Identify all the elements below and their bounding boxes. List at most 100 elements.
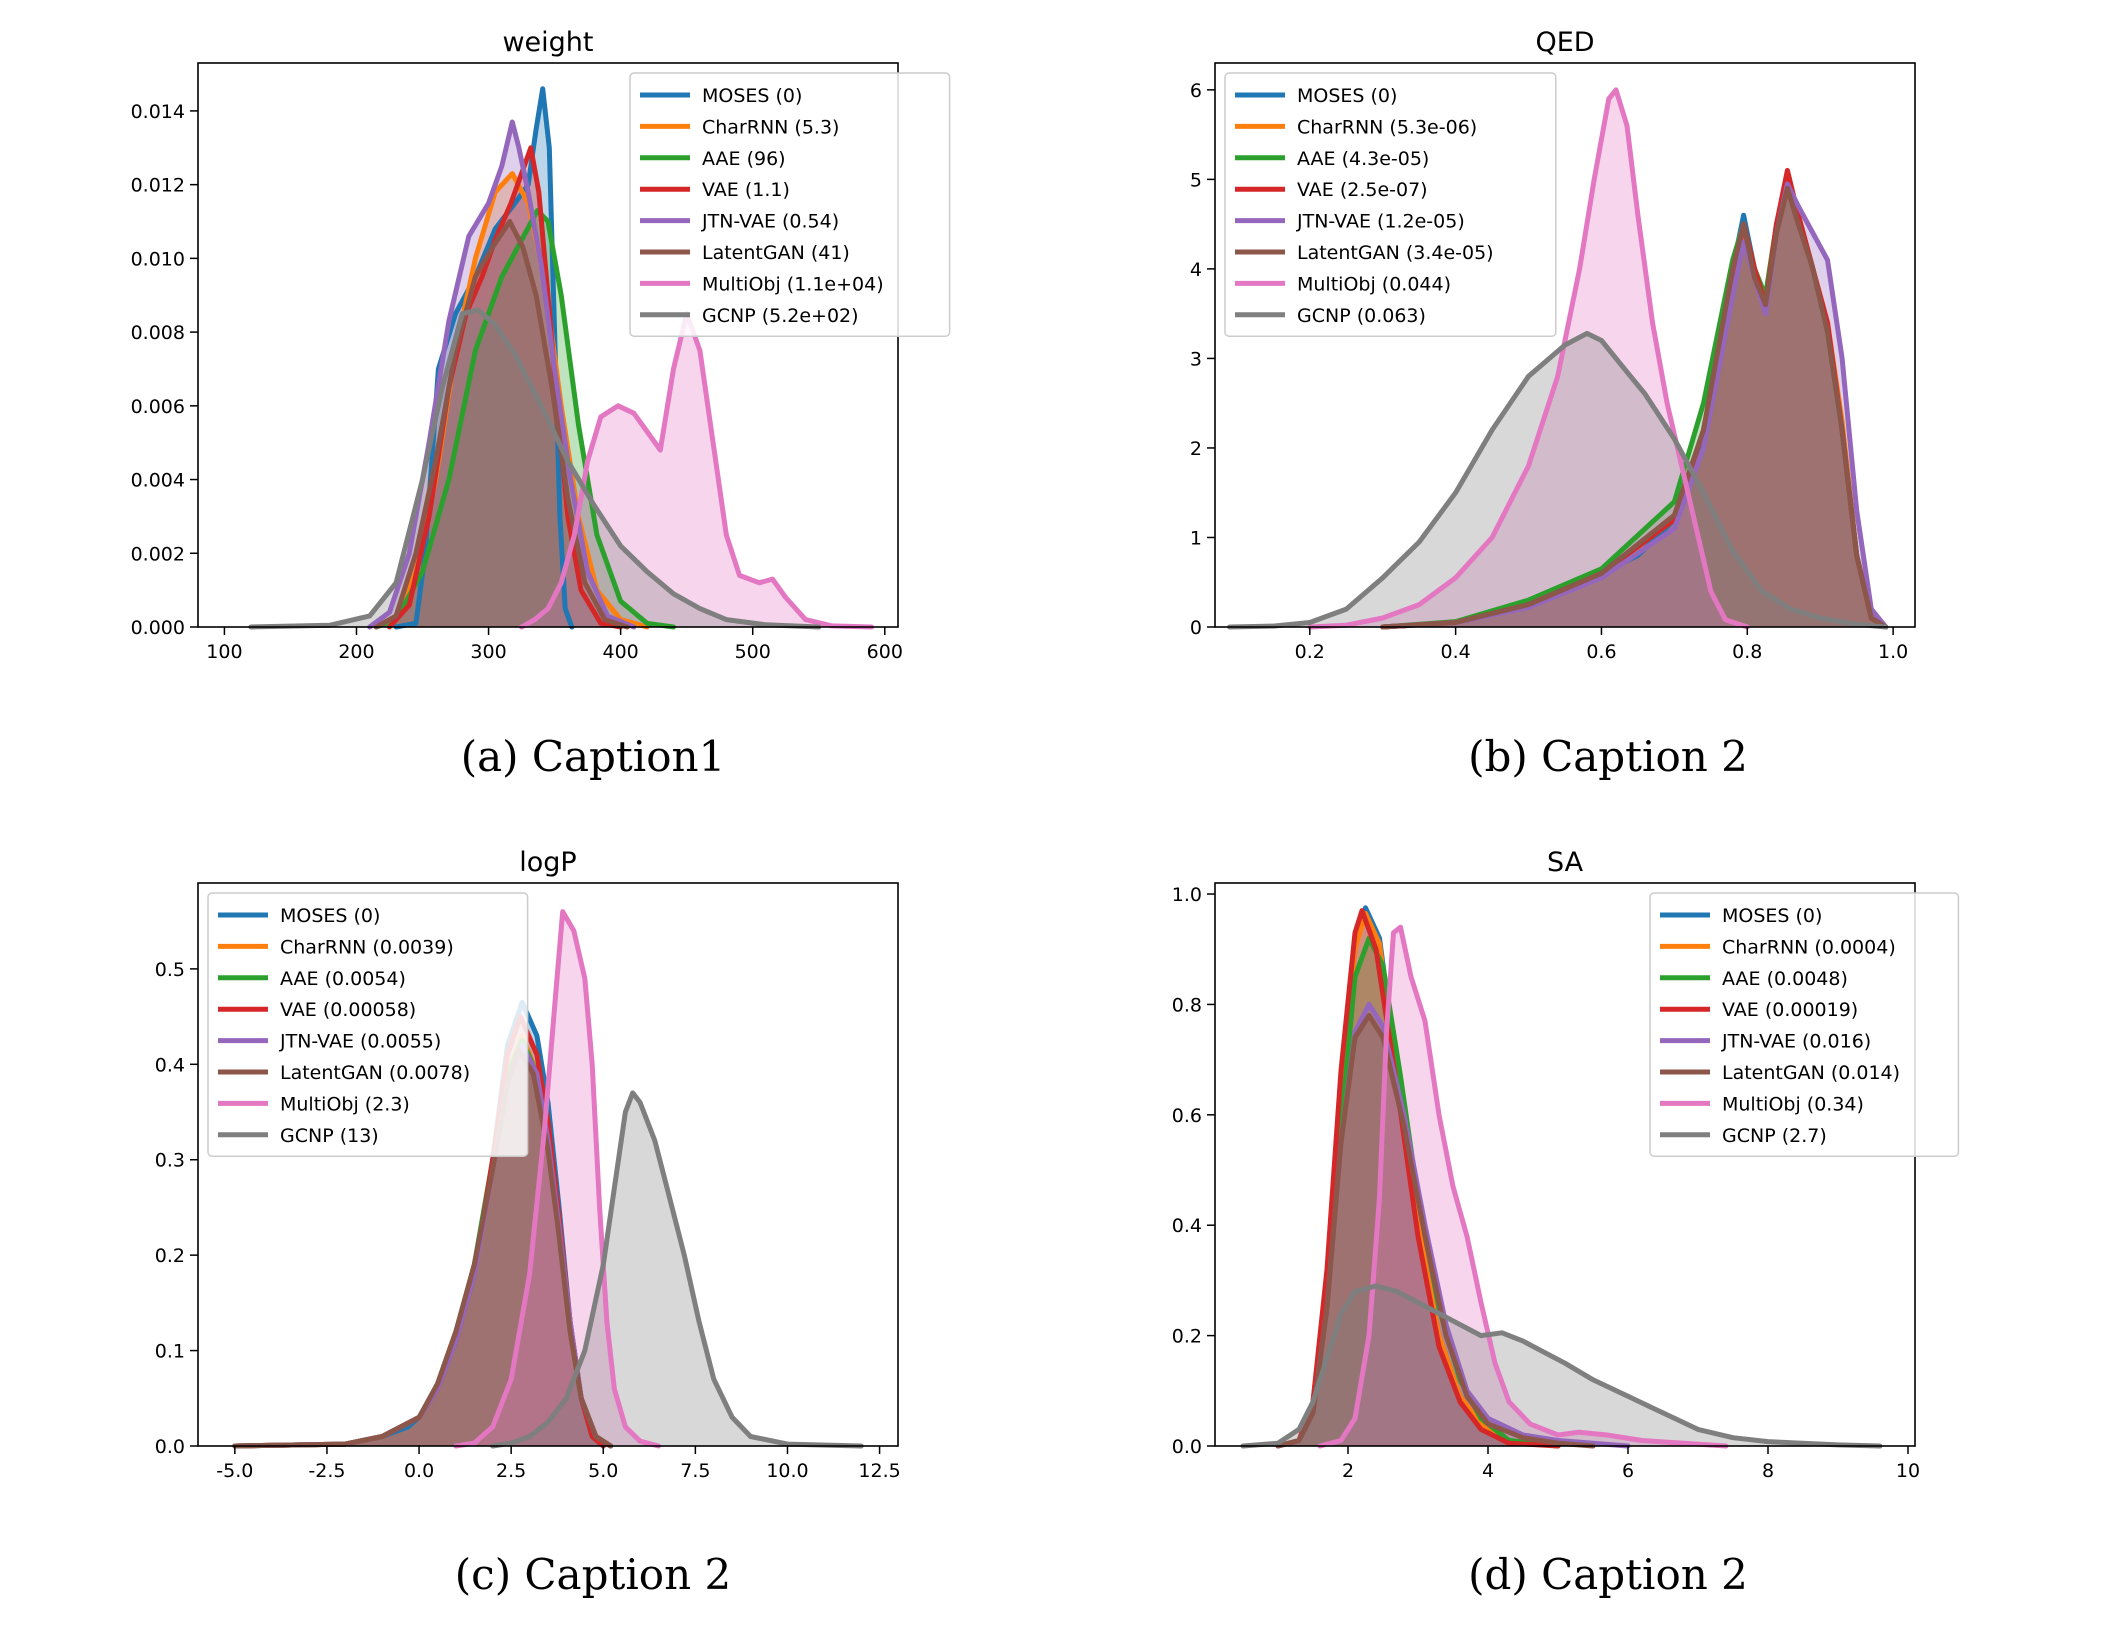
legend-label-jtn-vae: JTN-VAE (0.0055) [279,1031,441,1053]
y-tick-label: 6 [1190,80,1202,102]
legend-label-latentgan: LatentGAN (41) [702,242,850,264]
legend-label-gcnp: GCNP (13) [280,1125,379,1147]
x-tick-label: 100 [206,641,242,663]
legend-box [1224,72,1557,337]
x-tick-label: 2.5 [496,1460,526,1482]
x-tick-label: 4 [1482,1460,1494,1482]
legend-box [207,892,529,1157]
legend-label-aae: AAE (96) [702,148,786,170]
legend-label-jtn-vae: JTN-VAE (0.016) [1721,1031,1871,1053]
line-multiobj [519,311,875,630]
line-multiobj [1307,87,1750,630]
legend-box [629,72,951,337]
legend-box [1649,892,1960,1157]
line-jtn-vae [1380,181,1889,630]
x-tick-label: 10 [1896,1460,1920,1482]
legend: MOSES (0) CharRNN (5.3e-06) AAE (4.3e-05) V… [1224,72,1557,337]
line-latentgan [1275,1013,1596,1449]
y-tick-label: 0.012 [131,175,185,197]
legend-label-charrnn: CharRNN (5.3) [702,116,839,138]
x-tick-label: 500 [735,641,771,663]
legend-label-latentgan: LatentGAN (3.4e-05) [1297,242,1494,264]
caption-c: (c) Caption 2 [454,1550,732,1599]
chart-title: QED [1535,27,1594,58]
chart-title: logP [519,847,576,878]
y-tick-label: 0.006 [131,396,185,418]
legend-label-jtn-vae: JTN-VAE (1.2e-05) [1296,211,1465,233]
area-gcnp [1229,333,1886,627]
y-tick-label: 0.004 [131,470,185,492]
x-tick-label: 7.5 [680,1460,710,1482]
y-tick-label: 2 [1190,438,1202,460]
y-tick-label: 0.8 [1172,994,1202,1016]
y-tick-label: 0.1 [155,1341,185,1363]
x-tick-label: 300 [470,641,506,663]
line-gcnp [1240,1283,1883,1449]
x-tick-label: 0.2 [1295,641,1325,663]
y-tick-label: 0.000 [131,617,185,639]
x-tick-label: -2.5 [308,1460,345,1482]
line-gcnp [248,307,822,630]
y-tick-label: 1.0 [1172,884,1202,906]
plot-frame [1214,882,1916,1447]
series-group [248,86,875,630]
legend-label-multiobj: MultiObj (2.3) [280,1093,410,1115]
x-tick-label: 0.6 [1586,641,1616,663]
area-multiobj [1320,927,1726,1446]
legend-label-multiobj: MultiObj (1.1e+04) [702,273,884,295]
legend-label-charrnn: CharRNN (0.0039) [280,936,454,958]
area-latentgan [1278,1015,1593,1446]
x-tick-label: 600 [867,641,903,663]
area-aae [376,210,674,627]
plot-frame [197,882,899,1447]
line-latentgan [373,219,630,630]
legend-label-latentgan: LatentGAN (0.0078) [280,1062,470,1084]
legend-label-moses: MOSES (0) [1297,85,1397,107]
area-vae [389,147,621,628]
y-tick-label: 0.4 [1172,1215,1202,1237]
caption-a: (a) Caption1 [460,732,726,781]
area-latentgan [376,221,628,627]
legend-label-vae: VAE (0.00019) [1722,999,1858,1021]
line-gcnp [490,1090,864,1449]
legend: MOSES (0) CharRNN (0.0039) AAE (0.0054) VAE… [207,892,529,1157]
legend-label-jtn-vae: JTN-VAE (0.54) [701,211,839,233]
y-tick-label: 0.6 [1172,1105,1202,1127]
legend-label-gcnp: GCNP (2.7) [1722,1125,1827,1147]
area-gcnp [250,310,819,627]
area-vae [1382,170,1886,627]
chart-title: SA [1547,847,1584,878]
legend-label-aae: AAE (0.0048) [1722,968,1848,990]
chart-qed: QED 0.2 0.4 0.6 0.8 1.0 0 1 2 3 4 5 6 MOSES (0) CharRN… [1190,27,1916,663]
y-tick-label: 3 [1190,348,1202,370]
x-tick-label: 12.5 [858,1460,900,1482]
plot-frame [197,62,899,628]
x-tick-label: 10.0 [766,1460,808,1482]
x-tick-label: 400 [603,641,639,663]
legend-label-gcnp: GCNP (0.063) [1297,305,1426,327]
legend-label-vae: VAE (0.00058) [280,999,416,1021]
legend-label-aae: AAE (0.0054) [280,968,406,990]
legend-label-multiobj: MultiObj (0.34) [1722,1093,1864,1115]
x-tick-label: 0.4 [1441,641,1471,663]
y-tick-label: 0.008 [131,322,185,344]
x-tick-label: 2 [1342,1460,1354,1482]
legend-label-moses: MOSES (0) [1722,905,1822,927]
x-tick-label: 200 [338,641,374,663]
y-tick-label: 0 [1190,617,1202,639]
area-multiobj [521,313,872,627]
y-tick-label: 4 [1190,259,1202,281]
legend-label-gcnp: GCNP (5.2e+02) [702,305,859,327]
line-aae [373,208,676,630]
chart-logp: logP -5.0 -2.5 0.0 2.5 5.0 7.5 10.0 12.5 0.0 0.1 0.… [155,847,901,1482]
area-gcnp [492,1092,862,1446]
y-tick-label: 0.2 [155,1245,185,1267]
series-group [1240,905,1883,1449]
y-tick-label: 1 [1190,527,1202,549]
plot-frame [1214,62,1916,628]
x-tick-label: 0.0 [404,1460,434,1482]
series-group [1227,87,1889,630]
legend-label-latentgan: LatentGAN (0.014) [1722,1062,1900,1084]
line-latentgan [1380,185,1889,630]
chart-sa: SA 2 4 6 8 10 0.0 0.2 0.4 0.6 0.8 1.0 MOSES (0) CharR… [1172,847,1960,1482]
